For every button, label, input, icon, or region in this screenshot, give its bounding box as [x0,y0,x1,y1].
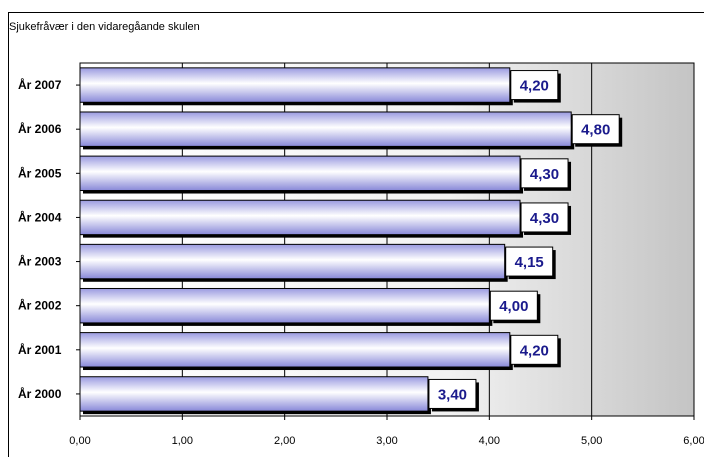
x-tick-label: 1,00 [172,435,193,447]
bar [79,243,506,280]
data-label-box [505,246,554,277]
category-label: År 2002 [18,298,62,313]
data-label: 4,15 [515,254,544,271]
category-label: År 2006 [18,121,62,136]
data-label: 4,30 [530,166,559,183]
data-label: 3,40 [438,386,467,403]
category-label: År 2001 [18,342,62,357]
data-label-box [571,114,620,145]
category-label: År 2003 [18,254,62,269]
data-label: 4,20 [520,342,549,359]
data-label-box [428,378,477,409]
bar [79,199,521,236]
x-tick-label: 6,00 [683,435,704,447]
data-label-box [510,70,559,101]
data-label: 4,80 [581,122,610,139]
x-tick-label: 2,00 [274,435,295,447]
category-label: År 2000 [18,386,62,401]
bar [79,332,511,368]
bar [79,111,572,147]
x-tick-label: 0,00 [69,435,90,447]
category-label: År 2007 [18,77,62,92]
data-label: 4,20 [520,78,549,95]
bar [79,376,429,412]
x-tick-label: 3,00 [376,435,397,447]
x-tick-label: 5,00 [581,435,602,447]
category-label: År 2004 [18,209,62,224]
category-label: År 2005 [18,165,62,180]
data-label: 4,30 [530,210,559,227]
bar [79,155,521,192]
bar [79,287,490,324]
data-label-box [520,202,569,233]
chart-title: Sjukefråvær i den vidaregåande skulen [9,21,200,33]
data-label: 4,00 [499,298,528,315]
data-label-box [510,334,559,365]
data-label-box [489,290,538,321]
bar [79,67,511,103]
data-label-box [520,158,569,189]
x-tick-label: 4,00 [479,435,500,447]
